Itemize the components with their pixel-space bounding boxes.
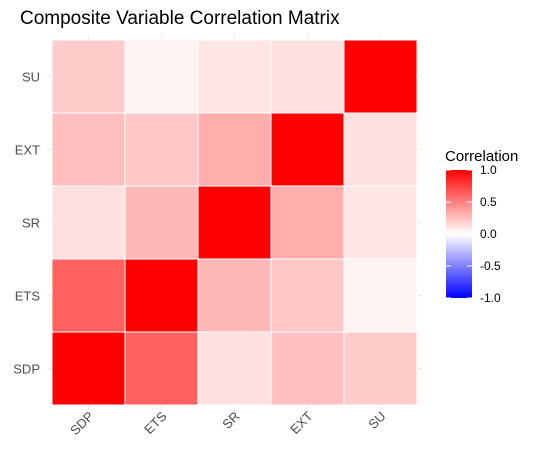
heatmap-cell-sr-ets [197,258,272,333]
legend-tick-label: 1.0 [480,163,497,177]
y-tick-label: ETS [15,289,41,304]
heatmap-cell-ets-su [124,39,199,114]
y-tick-label: SDP [13,362,40,377]
heatmap-cell-su-sdp [343,331,418,406]
heatmap-cell-sdp-ext [51,112,126,187]
x-axis-labels: SDP ETS SR EXT SU [67,408,389,438]
heatmap-cell-su-su [343,39,418,114]
heatmap-cell-sr-sr [197,185,272,260]
x-tick-label: SDP [67,409,97,439]
heatmap-cell-su-ets [343,258,418,333]
heatmap-cell-sr-sdp [197,331,272,406]
heatmap-cell-ets-ext [124,112,199,187]
heatmap-cell-ets-sr [124,185,199,260]
heatmap-cell-ext-ext [270,112,345,187]
legend: Correlation 1.0 0.5 0.0 -0.5 -1.0 [445,148,518,305]
legend-tick-label: 0.5 [480,195,497,209]
heatmap-cell-su-sr [343,185,418,260]
legend-tick-label: 0.0 [480,227,497,241]
y-tick-label: SR [22,216,40,231]
heatmap-cell-ext-sr [270,185,345,260]
heatmap-cell-ext-su [270,39,345,114]
x-tick-label: ETS [141,408,170,437]
legend-ticks: 1.0 0.5 0.0 -0.5 -1.0 [446,163,501,305]
x-tick-label: SU [365,409,388,432]
heatmap-cell-sdp-su [51,39,126,114]
x-tick-label: SR [219,409,242,432]
y-tick-label: SU [22,70,40,85]
y-axis-labels: SDP ETS SR EXT SU [13,70,40,377]
legend-tick-label: -1.0 [480,291,501,305]
heatmap-cell-sr-ext [197,112,272,187]
heatmap-cell-ext-sdp [270,331,345,406]
heatmap-cells [51,39,418,406]
y-tick-label: EXT [15,143,40,158]
heatmap-cell-sr-su [197,39,272,114]
heatmap-cell-ets-sdp [124,331,199,406]
legend-tick-label: -0.5 [480,259,501,273]
chart-title: Composite Variable Correlation Matrix [20,8,340,29]
x-tick-label: EXT [287,408,316,437]
legend-title: Correlation [445,148,518,165]
heatmap-cell-ets-ets [124,258,199,333]
heatmap-cell-sdp-sdp [51,331,126,406]
heatmap-cell-ext-ets [270,258,345,333]
heatmap-cell-sdp-ets [51,258,126,333]
heatmap-cell-su-ext [343,112,418,187]
heatmap-cell-sdp-sr [51,185,126,260]
